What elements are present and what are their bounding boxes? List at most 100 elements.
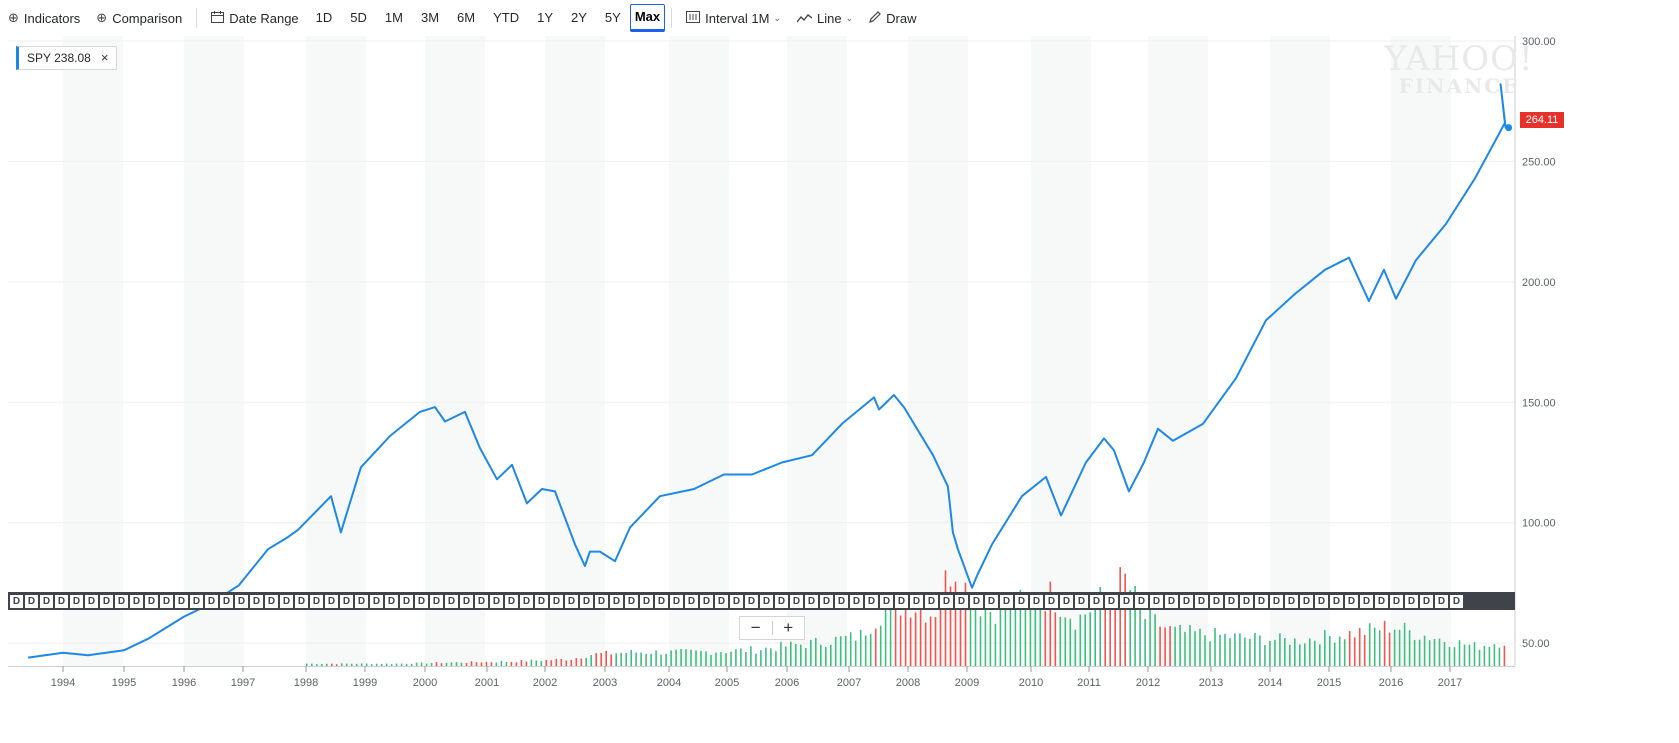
range-button-max[interactable]: Max xyxy=(629,4,666,32)
dividend-marker[interactable]: D xyxy=(610,594,623,608)
dividend-marker[interactable]: D xyxy=(700,594,713,608)
dividend-marker[interactable]: D xyxy=(760,594,773,608)
range-button-5y[interactable]: 5Y xyxy=(604,10,621,25)
dividend-marker[interactable]: D xyxy=(1195,594,1208,608)
dividend-marker[interactable]: D xyxy=(205,594,218,608)
dividend-marker[interactable]: D xyxy=(745,594,758,608)
zoom-in-button[interactable]: + xyxy=(783,618,794,637)
close-icon[interactable]: × xyxy=(100,50,109,65)
dividend-marker[interactable]: D xyxy=(1270,594,1283,608)
dividend-marker[interactable]: D xyxy=(415,594,428,608)
dividend-marker[interactable]: D xyxy=(55,594,68,608)
dividend-marker[interactable]: D xyxy=(145,594,158,608)
dividend-marker[interactable]: D xyxy=(310,594,323,608)
dividend-marker[interactable]: D xyxy=(955,594,968,608)
draw-button[interactable]: Draw xyxy=(861,6,924,30)
dividend-marker[interactable]: D xyxy=(1210,594,1223,608)
chart-type-button[interactable]: Line ⌄ xyxy=(789,6,861,30)
dividend-marker[interactable]: D xyxy=(115,594,128,608)
dividend-marker[interactable]: D xyxy=(460,594,473,608)
dividend-marker[interactable]: D xyxy=(580,594,593,608)
dividend-marker[interactable]: D xyxy=(100,594,113,608)
dividend-marker[interactable]: D xyxy=(895,594,908,608)
dividend-marker[interactable]: D xyxy=(385,594,398,608)
dividend-marker[interactable]: D xyxy=(880,594,893,608)
dividend-marker[interactable]: D xyxy=(1180,594,1193,608)
indicators-button[interactable]: ⊕ Indicators xyxy=(0,6,88,30)
dividend-marker[interactable]: D xyxy=(1075,594,1088,608)
dividend-marker[interactable]: D xyxy=(1030,594,1043,608)
dividend-marker[interactable]: D xyxy=(970,594,983,608)
dividend-marker[interactable]: D xyxy=(1450,594,1463,608)
dividend-marker[interactable]: D xyxy=(1345,594,1358,608)
dividend-marker[interactable]: D xyxy=(865,594,878,608)
dividend-marker[interactable]: D xyxy=(430,594,443,608)
price-chart[interactable]: 300.00 250.00 200.00 150.00 100.00 50.00 1994 1… xyxy=(0,36,1679,743)
dividend-marker[interactable]: D xyxy=(340,594,353,608)
dividend-marker[interactable]: D xyxy=(670,594,683,608)
dividend-marker[interactable]: D xyxy=(940,594,953,608)
dividend-marker[interactable]: D xyxy=(1330,594,1343,608)
range-button-2y[interactable]: 2Y xyxy=(571,10,587,25)
dividend-marker[interactable]: D xyxy=(925,594,938,608)
dividend-marker[interactable]: D xyxy=(25,594,38,608)
dividend-marker[interactable]: D xyxy=(130,594,143,608)
dividend-marker[interactable]: D xyxy=(1225,594,1238,608)
dividend-marker[interactable]: D xyxy=(490,594,503,608)
dividend-marker[interactable]: D xyxy=(250,594,263,608)
dividend-marker[interactable]: D xyxy=(70,594,83,608)
range-button-1m[interactable]: 1M xyxy=(384,10,403,25)
dividend-marker[interactable]: D xyxy=(985,594,998,608)
dividend-marker[interactable]: D xyxy=(835,594,848,608)
comparison-button[interactable]: ⊕ Comparison xyxy=(88,6,190,30)
range-button-1y[interactable]: 1Y xyxy=(537,10,554,25)
range-button-ytd[interactable]: YTD xyxy=(493,10,520,25)
dividend-marker[interactable]: D xyxy=(730,594,743,608)
dividend-marker[interactable]: D xyxy=(715,594,728,608)
dividend-marker[interactable]: D xyxy=(1045,594,1058,608)
dividend-marker[interactable]: D xyxy=(1015,594,1028,608)
dividend-marker[interactable]: D xyxy=(520,594,533,608)
dividend-marker[interactable]: D xyxy=(1165,594,1178,608)
dividend-marker[interactable]: D xyxy=(1285,594,1298,608)
dividend-marker[interactable]: D xyxy=(820,594,833,608)
dividend-marker[interactable]: D xyxy=(1135,594,1148,608)
dividend-marker[interactable]: D xyxy=(910,594,923,608)
dividend-marker[interactable]: D xyxy=(655,594,668,608)
dividend-marker[interactable]: D xyxy=(640,594,653,608)
dividend-marker[interactable]: D xyxy=(475,594,488,608)
date-range-button[interactable]: Date Range xyxy=(203,6,306,30)
dividend-marker[interactable]: D xyxy=(1105,594,1118,608)
dividend-marker[interactable]: D xyxy=(1240,594,1253,608)
dividend-marker[interactable]: D xyxy=(295,594,308,608)
dividend-marker[interactable]: D xyxy=(190,594,203,608)
dividend-marker[interactable]: D xyxy=(1375,594,1388,608)
dividend-marker[interactable]: D xyxy=(595,594,608,608)
range-button-6m[interactable]: 6M xyxy=(457,10,476,25)
dividend-marker[interactable]: D xyxy=(445,594,458,608)
dividend-marker[interactable]: D xyxy=(505,594,518,608)
dividend-marker[interactable]: D xyxy=(175,594,188,608)
dividend-marker[interactable]: D xyxy=(1405,594,1418,608)
dividend-marker[interactable]: D xyxy=(1360,594,1373,608)
dividend-marker[interactable]: D xyxy=(1120,594,1133,608)
dividend-marker[interactable]: D xyxy=(1420,594,1433,608)
range-button-1d[interactable]: 1D xyxy=(315,10,333,25)
dividend-marker[interactable]: D xyxy=(565,594,578,608)
dividend-marker[interactable]: D xyxy=(235,594,248,608)
dividend-marker[interactable]: D xyxy=(1060,594,1073,608)
dividend-marker[interactable]: D xyxy=(85,594,98,608)
dividend-marker[interactable]: D xyxy=(220,594,233,608)
dividend-marker[interactable]: D xyxy=(775,594,788,608)
dividend-marker[interactable]: D xyxy=(550,594,563,608)
dividend-marker[interactable]: D xyxy=(160,594,173,608)
dividend-marker[interactable]: D xyxy=(325,594,338,608)
dividend-marker[interactable]: D xyxy=(1000,594,1013,608)
range-button-5d[interactable]: 5D xyxy=(350,10,367,25)
dividend-marker[interactable]: D xyxy=(1390,594,1403,608)
series-legend-chip[interactable]: SPY 238.08 × xyxy=(16,46,118,70)
dividend-marker[interactable]: D xyxy=(355,594,368,608)
dividend-marker[interactable]: D xyxy=(805,594,818,608)
dividend-marker[interactable]: D xyxy=(1435,594,1448,608)
dividend-marker[interactable]: D xyxy=(850,594,863,608)
